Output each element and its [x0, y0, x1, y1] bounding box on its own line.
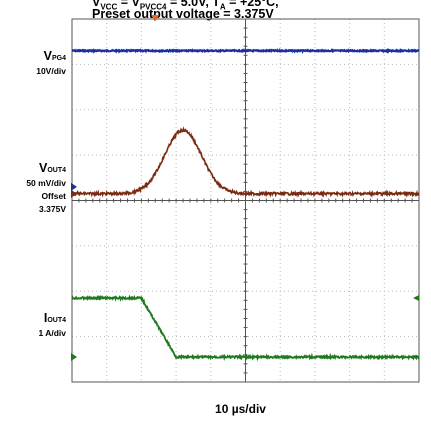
screen-border	[71, 18, 420, 383]
trigger-level-marker	[413, 295, 419, 302]
vout4-trace	[71, 126, 420, 198]
vpg4-label: VPG4 10V/div	[36, 49, 66, 76]
iout4-ground-marker	[71, 353, 77, 362]
vpg4-trace	[71, 47, 420, 54]
iout4-label: IOUT4 1 A/div	[38, 311, 66, 338]
vpg4-ground-marker	[71, 182, 77, 191]
time-scale-label: 10 µs/div	[215, 402, 266, 416]
iout4-trace	[71, 294, 420, 362]
vout4-offset-marker	[71, 189, 77, 198]
vout4-label: VOUT4 50 mV/div Offset 3.375V	[26, 161, 66, 214]
trigger-position-marker	[151, 15, 160, 21]
header-line-1: VVCC = VPVCC4 = 5.0V, TA = +25°C,	[92, 0, 279, 12]
header-line-2: Preset output voltage = 3.375V	[92, 7, 274, 21]
